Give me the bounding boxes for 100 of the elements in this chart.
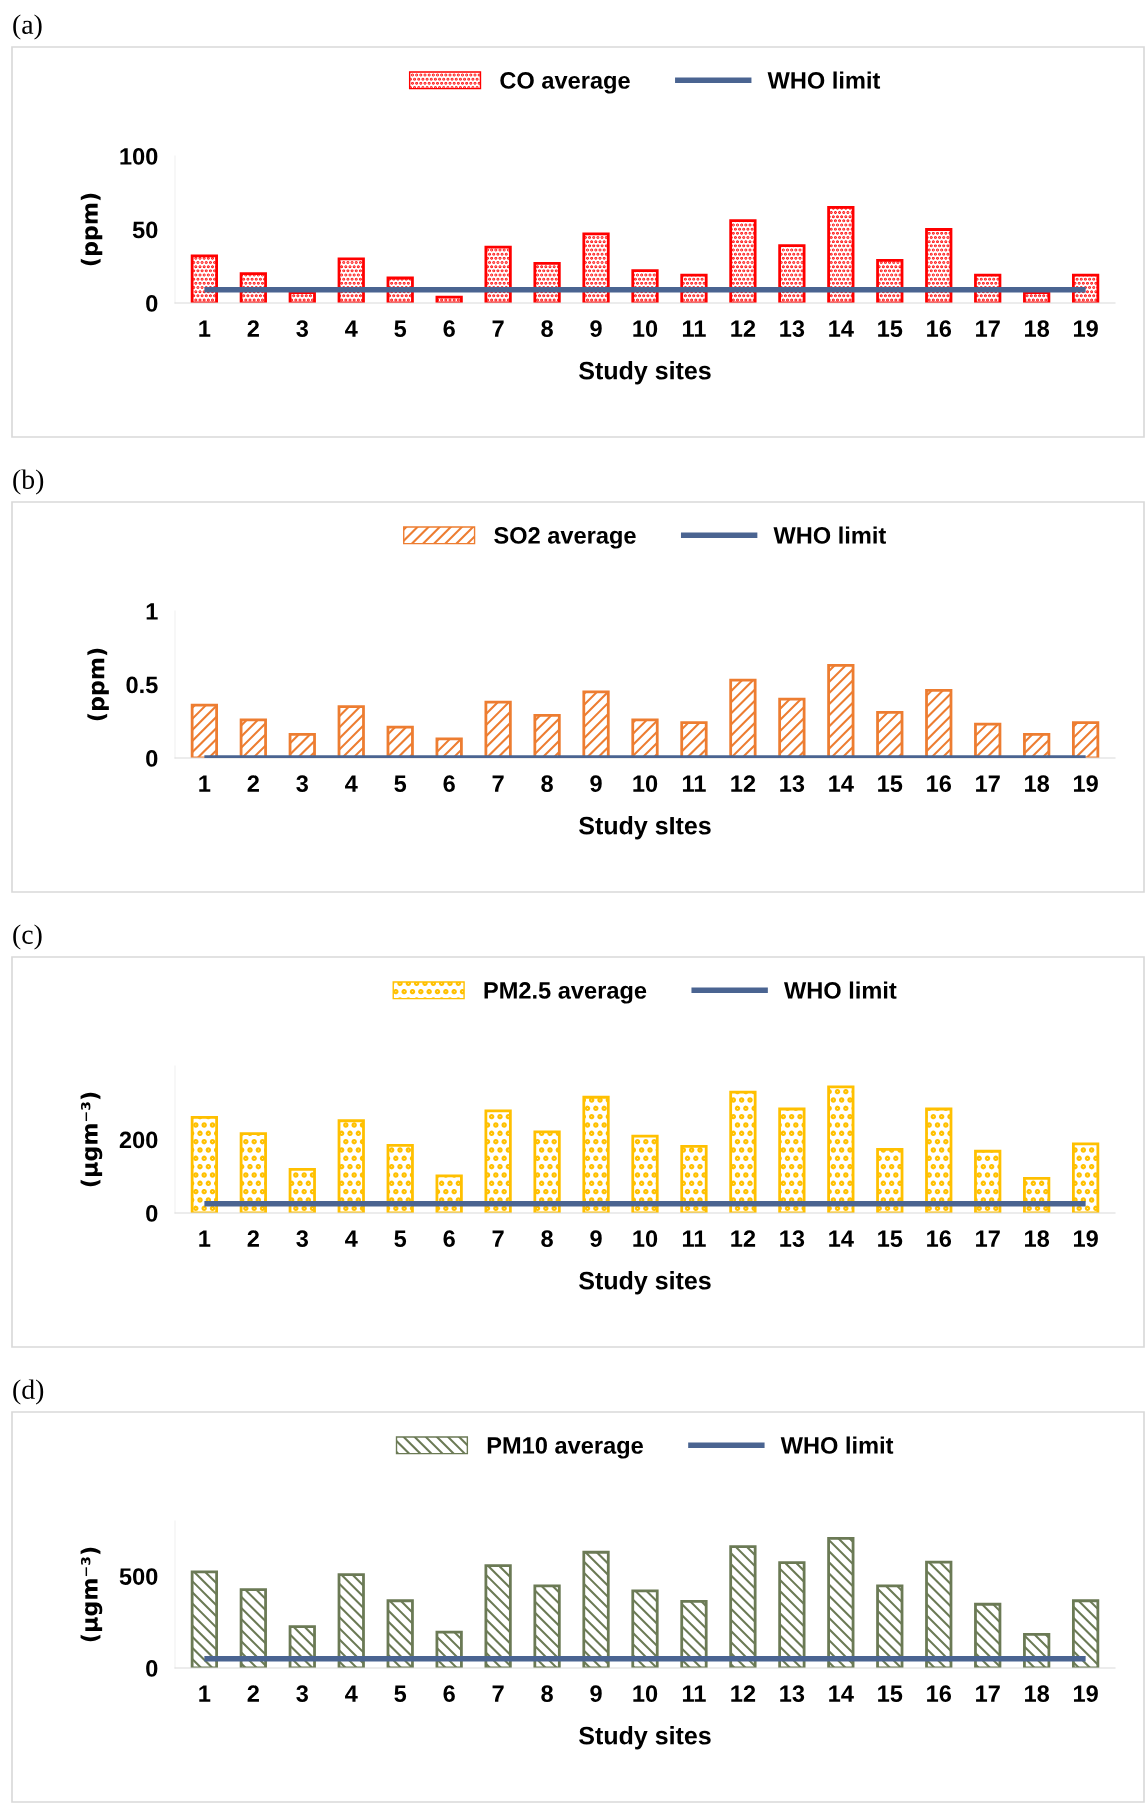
x-tick-label: 8 bbox=[541, 320, 553, 338]
y-tick-label: 0 bbox=[146, 1660, 158, 1677]
y-tick-label: 0 bbox=[146, 750, 158, 767]
x-tick-label: 6 bbox=[443, 1685, 455, 1703]
x-tick-label: 15 bbox=[878, 320, 903, 338]
bar bbox=[190, 703, 218, 758]
y-axis-title: (ppm) bbox=[87, 648, 109, 721]
x-tick-label: 8 bbox=[541, 1685, 553, 1703]
bar bbox=[925, 1107, 953, 1213]
x-tick-label: 6 bbox=[443, 775, 455, 793]
x-tick-label: 16 bbox=[927, 1685, 952, 1703]
x-tick-label: 15 bbox=[878, 775, 903, 793]
bar bbox=[484, 1109, 512, 1213]
x-tick-label: 19 bbox=[1073, 775, 1098, 793]
x-tick-label: 16 bbox=[927, 1230, 952, 1248]
bar bbox=[582, 1550, 610, 1668]
x-tick-label: 12 bbox=[731, 775, 756, 792]
bar bbox=[680, 721, 708, 758]
x-tick-label: 18 bbox=[1025, 1685, 1050, 1703]
legend-label: WHO limit bbox=[773, 526, 886, 544]
x-tick-label: 2 bbox=[247, 320, 259, 337]
x-tick-label: 3 bbox=[296, 320, 308, 338]
bar bbox=[729, 1090, 757, 1213]
x-tick-label: 5 bbox=[394, 775, 407, 793]
x-tick-label: 8 bbox=[541, 775, 553, 793]
x-tick-label: 1 bbox=[199, 775, 211, 792]
bar bbox=[631, 1134, 659, 1213]
x-tick-label: 3 bbox=[296, 1230, 308, 1248]
x-tick-label: 5 bbox=[394, 1230, 407, 1248]
y-tick-label: 500 bbox=[119, 1568, 158, 1585]
x-tick-label: 11 bbox=[682, 320, 706, 337]
bar bbox=[190, 1570, 218, 1668]
bar bbox=[876, 1584, 904, 1668]
bar bbox=[680, 1599, 708, 1668]
x-tick-label: 4 bbox=[345, 1685, 358, 1702]
bar bbox=[827, 1536, 855, 1668]
bar bbox=[533, 1130, 561, 1213]
x-tick-label: 18 bbox=[1025, 1230, 1050, 1248]
bar bbox=[582, 232, 610, 303]
bar bbox=[778, 1561, 806, 1668]
bar bbox=[925, 688, 953, 758]
y-tick-label: 0 bbox=[146, 295, 158, 312]
x-tick-label: 7 bbox=[492, 1685, 504, 1702]
bar bbox=[925, 1560, 953, 1668]
bar bbox=[337, 1573, 365, 1668]
x-tick-label: 9 bbox=[590, 1685, 602, 1703]
x-tick-label: 4 bbox=[345, 775, 358, 792]
y-tick-label: 1 bbox=[146, 603, 158, 620]
x-tick-label: 14 bbox=[829, 1685, 854, 1702]
x-tick-label: 14 bbox=[829, 775, 854, 792]
bar bbox=[484, 245, 512, 303]
y-axis-title: (μgm⁻³) bbox=[80, 1547, 103, 1642]
bar bbox=[239, 1132, 267, 1213]
bar bbox=[582, 690, 610, 758]
x-tick-label: 2 bbox=[247, 775, 259, 792]
bar bbox=[533, 713, 561, 758]
x-tick-label: 15 bbox=[878, 1230, 903, 1248]
chart-title: (a) bbox=[13, 14, 42, 40]
bar bbox=[1072, 1599, 1100, 1668]
bar bbox=[827, 664, 855, 758]
bar bbox=[729, 678, 757, 758]
x-tick-label: 10 bbox=[633, 1685, 658, 1703]
x-tick-label: 16 bbox=[927, 320, 952, 338]
bar bbox=[680, 1145, 708, 1213]
x-tick-label: 2 bbox=[247, 1230, 259, 1247]
bar bbox=[386, 725, 414, 758]
x-tick-label: 14 bbox=[829, 1230, 854, 1247]
legend-label: WHO limit bbox=[780, 1436, 894, 1454]
y-axis-title: (μgm⁻³) bbox=[80, 1092, 103, 1187]
bar bbox=[778, 697, 806, 758]
bar bbox=[974, 722, 1002, 758]
x-tick-label: 18 bbox=[1025, 320, 1050, 338]
x-tick-label: 7 bbox=[492, 775, 504, 792]
bar bbox=[386, 1599, 414, 1668]
bar bbox=[631, 718, 659, 758]
legend-label: PM10 average bbox=[487, 1437, 643, 1459]
x-tick-label: 1 bbox=[199, 1230, 211, 1247]
x-tick-label: 11 bbox=[682, 1230, 706, 1247]
legend-label: WHO limit bbox=[767, 71, 881, 89]
x-tick-label: 16 bbox=[927, 775, 952, 793]
x-tick-label: 17 bbox=[976, 775, 1000, 792]
x-axis-title: Study sites bbox=[579, 1726, 711, 1750]
bar bbox=[484, 1564, 512, 1668]
x-tick-label: 3 bbox=[296, 1685, 308, 1703]
x-tick-label: 19 bbox=[1073, 1685, 1098, 1703]
x-tick-label: 2 bbox=[247, 1685, 259, 1702]
bar bbox=[190, 1116, 218, 1213]
y-tick-label: 0 bbox=[146, 1205, 158, 1222]
bar bbox=[582, 1095, 610, 1213]
x-tick-label: 7 bbox=[492, 1230, 504, 1247]
x-tick-label: 19 bbox=[1073, 320, 1098, 338]
x-tick-label: 12 bbox=[731, 1230, 756, 1247]
bar bbox=[239, 718, 267, 758]
chart-title: (b) bbox=[13, 469, 44, 495]
bar bbox=[1072, 1142, 1100, 1213]
bar bbox=[876, 711, 904, 758]
bar bbox=[337, 705, 365, 758]
x-tick-label: 11 bbox=[682, 1685, 706, 1702]
x-tick-label: 12 bbox=[731, 320, 756, 337]
x-tick-label: 17 bbox=[976, 320, 1000, 337]
